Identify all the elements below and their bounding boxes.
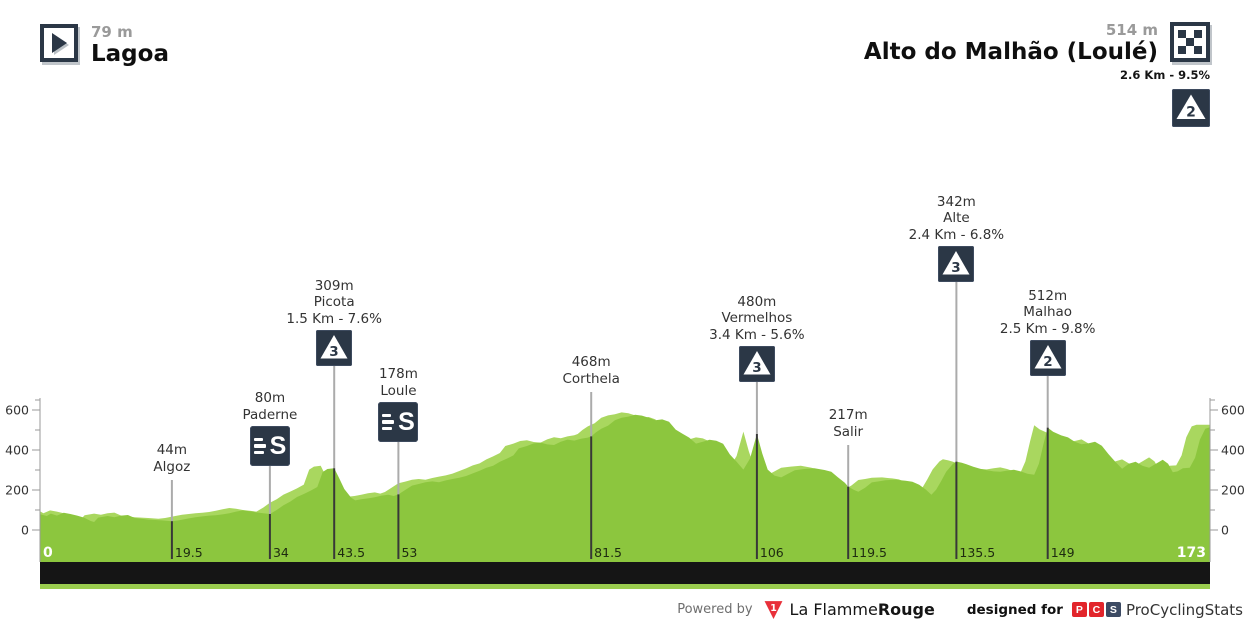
category-2-icon: 2: [1172, 89, 1210, 127]
profile-area: [40, 414, 1210, 562]
pcs-letter-p: P: [1071, 602, 1087, 617]
finish-flag-icon: [1170, 22, 1210, 62]
x-axis-label: 173: [1177, 545, 1206, 561]
checkered-flag-icon: [1178, 30, 1202, 54]
x-axis-label: 19.5: [175, 545, 203, 560]
category-number: 3: [329, 344, 338, 360]
category-number: 2: [1186, 105, 1196, 121]
marker-name: Alte: [943, 210, 970, 226]
sprint-bars: [253, 437, 266, 455]
marker-climb-stats: 1.5 Km - 7.6%: [286, 310, 382, 327]
marker-name: Loule: [380, 382, 417, 399]
marker-name: Vermelhos: [721, 310, 793, 326]
x-axis-label: 149: [1051, 545, 1075, 560]
x-axis-label: 53: [401, 545, 417, 560]
marker-elevation: 512m: [1028, 287, 1068, 304]
marker-name: Salir: [833, 423, 864, 440]
marker-elevation: 342m: [936, 193, 976, 210]
start-name: Lagoa: [91, 41, 169, 67]
sprint-bars: [382, 413, 395, 431]
marker-algoz: 44m Algoz: [72, 442, 272, 480]
lfr-name-bold: Rouge: [877, 600, 935, 619]
designed-for-label: designed for: [966, 601, 1063, 618]
marker-climb-stats: 2.5 Km - 9.8%: [999, 320, 1096, 337]
x-axis-label: 135.5: [959, 545, 995, 560]
sprint-icon: S: [378, 402, 419, 442]
x-axis-label: 0: [43, 545, 53, 561]
category-2-icon: 2: [1029, 340, 1066, 376]
y-axis-label: 400: [1221, 443, 1245, 458]
finish-name: Alto do Malhão (Loulé): [863, 39, 1158, 65]
footer-credits: Powered by 1 La FlammeRouge designed for…: [677, 599, 1243, 620]
marker-picota: 309m Picota 1.5 Km - 7.6% 3: [234, 277, 434, 366]
marker-climb-stats: 2.4 Km - 6.8%: [908, 226, 1005, 243]
marker-name: Malhao: [1023, 304, 1073, 320]
la-flamme-rouge-logo[interactable]: 1 La FlammeRouge: [763, 599, 935, 620]
marker-elevation: 309m: [314, 277, 354, 294]
marker-name: Corthela: [562, 370, 620, 387]
marker-elevation: 44m: [156, 442, 188, 458]
category-number: 3: [752, 360, 761, 376]
x-axis-label: 81.5: [594, 545, 622, 560]
x-axis-label: 119.5: [851, 545, 887, 560]
marker-elevation: 80m: [254, 390, 286, 406]
start-elevation: 79 m: [91, 23, 133, 41]
pcs-letter-s: S: [1105, 602, 1121, 617]
lfr-badge-number: 1: [770, 603, 777, 614]
sprint-icon: S: [249, 426, 290, 466]
bottom-green-strip: [40, 584, 1210, 589]
y-axis-label: 600: [5, 403, 29, 418]
marker-name: Paderne: [242, 406, 298, 423]
pcs-letter-c: C: [1088, 602, 1104, 617]
final-climb-stats: 2.6 Km - 9.5%: [1120, 68, 1210, 82]
marker-salir: 217m Salir: [748, 407, 948, 445]
marker-elevation: 468m: [571, 354, 611, 370]
category-3-icon: 3: [938, 246, 975, 282]
marker-name: Picota: [313, 294, 355, 310]
bottom-black-bar: [40, 562, 1210, 584]
lfr-name: La FlammeRouge: [790, 600, 935, 619]
marker-climb-stats: 3.4 Km - 5.6%: [709, 326, 805, 343]
lfr-name-regular: La Flamme: [789, 600, 878, 619]
finish-header: 514 m Alto do Malhão (Loulé): [864, 22, 1210, 65]
category-number: 3: [952, 260, 961, 276]
marker-loule: 178m Loule S: [298, 366, 498, 442]
marker-paderne: 80m Paderne S: [170, 390, 370, 466]
start-header: 79 m Lagoa: [40, 24, 169, 67]
lfr-triangle-icon: 1: [764, 601, 782, 619]
play-triangle-icon: [52, 33, 67, 53]
start-icon: [40, 24, 78, 62]
y-axis-label: 600: [1221, 403, 1245, 418]
marker-malhao: 512m Malhao 2.5 Km - 9.8% 2: [948, 287, 1148, 376]
procyclingstats-name: ProCyclingStats: [1125, 600, 1243, 619]
y-axis-label: 400: [5, 443, 29, 458]
category-3-icon: 3: [738, 346, 775, 382]
final-climb-badge: 2.6 Km - 9.5% 2: [1120, 68, 1210, 127]
marker-vermelhos: 480m Vermelhos 3.4 Km - 5.6% 3: [657, 293, 857, 382]
category-number: 2: [1043, 354, 1052, 370]
marker-name: Algoz: [153, 458, 191, 475]
marker-elevation: 480m: [737, 293, 777, 310]
x-axis-label: 34: [273, 545, 289, 560]
x-axis-label: 43.5: [337, 545, 365, 560]
marker-elevation: 217m: [828, 407, 868, 423]
marker-alte: 342m Alte 2.4 Km - 6.8% 3: [856, 193, 1056, 282]
y-axis-label: 0: [1221, 523, 1229, 538]
y-axis-label: 0: [21, 523, 29, 538]
marker-corthela: 468m Corthela: [491, 354, 691, 392]
powered-by-label: Powered by: [677, 602, 753, 617]
category-3-icon: 3: [316, 330, 353, 366]
x-axis-label: 106: [760, 545, 784, 560]
marker-elevation: 178m: [378, 366, 418, 382]
y-axis-label: 200: [5, 483, 29, 498]
sprint-letter: S: [398, 407, 415, 436]
sprint-letter: S: [269, 431, 287, 460]
finish-elevation: 514 m: [1105, 21, 1158, 39]
y-axis-label: 200: [1221, 483, 1245, 498]
